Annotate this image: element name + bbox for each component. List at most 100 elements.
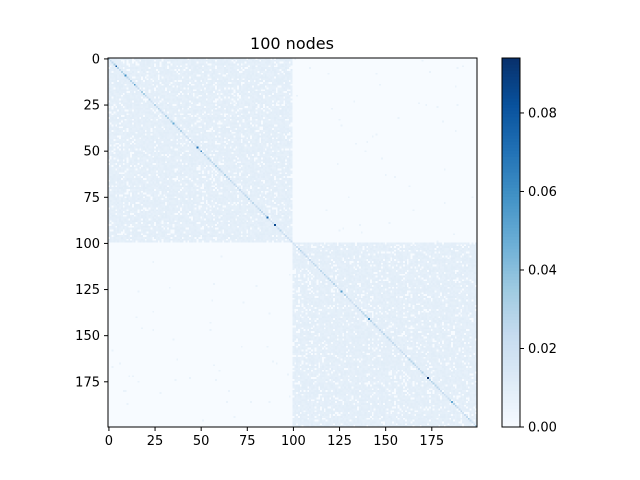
colorbar-segment	[502, 322, 520, 327]
colorbar-segment	[502, 153, 520, 157]
y-tick-label: 50	[83, 145, 100, 160]
x-tick-label: 0	[105, 434, 113, 449]
colorbar-segment	[502, 73, 520, 78]
colorbar-segment	[502, 313, 520, 317]
colorbar-segment	[502, 177, 520, 182]
colorbar-segment	[502, 273, 520, 277]
colorbar-segment	[502, 76, 520, 81]
colorbar-segment	[502, 156, 520, 161]
colorbar-segment	[502, 337, 520, 342]
colorbar-segment	[502, 205, 520, 210]
colorbar-segment	[502, 85, 520, 90]
colorbar-tick-label: 0.00	[528, 421, 557, 436]
x-tick-label: 25	[147, 434, 164, 449]
colorbar-segment	[502, 396, 520, 400]
x-tick-label: 50	[193, 434, 210, 449]
colorbar-segment	[502, 414, 520, 419]
colorbar-segment	[502, 187, 520, 191]
colorbar-segment	[502, 402, 520, 407]
colorbar-segment	[502, 371, 520, 376]
x-tick-label: 100	[281, 434, 306, 449]
colorbar-segment	[502, 365, 520, 370]
colorbar-segment	[502, 165, 520, 170]
colorbar-segment	[502, 411, 520, 416]
colorbar-segment	[502, 150, 520, 154]
colorbar-segment	[502, 408, 520, 413]
y-tick-label: 125	[75, 283, 100, 298]
colorbar-segment	[502, 347, 520, 351]
colorbar-segment	[502, 368, 520, 373]
chart-title: 100 nodes	[250, 34, 334, 53]
colorbar-segment	[502, 353, 520, 357]
colorbar-segment	[502, 377, 520, 382]
colorbar-frame	[501, 57, 521, 428]
colorbar-segment	[502, 282, 520, 287]
colorbar-segment	[502, 61, 520, 65]
colorbar-segment	[502, 279, 520, 284]
colorbar-segment	[502, 230, 520, 234]
colorbar-segment	[502, 131, 520, 136]
colorbar-segment	[502, 325, 520, 330]
colorbar-segment	[502, 393, 520, 397]
colorbar-tick-label: 0.04	[528, 263, 557, 278]
colorbar-segment	[502, 288, 520, 293]
y-tick-label: 100	[75, 237, 100, 252]
colorbar-segment	[502, 334, 520, 339]
colorbar-segment	[502, 58, 520, 62]
colorbar-segment	[502, 134, 520, 139]
colorbar-segment	[502, 294, 520, 299]
colorbar-segment	[502, 340, 520, 345]
colorbar-segment	[502, 107, 520, 111]
colorbar-segment	[502, 307, 520, 311]
colorbar-segment	[502, 316, 520, 320]
colorbar-segment	[502, 331, 520, 336]
colorbar-segment	[502, 94, 520, 99]
colorbar-segment	[502, 260, 520, 265]
y-axis: 0 25 50 75 100 125 150 175	[75, 52, 108, 390]
colorbar-segment	[502, 110, 520, 114]
colorbar-segment	[502, 193, 520, 197]
heatmap-cells	[108, 58, 477, 427]
x-tick-label: 75	[239, 434, 256, 449]
heatmap-image	[108, 58, 477, 427]
colorbar-segment	[502, 104, 520, 108]
colorbar-segment	[502, 383, 520, 388]
x-tick-label: 150	[373, 434, 398, 449]
colorbar-segment	[502, 125, 520, 130]
colorbar-segment	[502, 380, 520, 385]
colorbar-segment	[502, 214, 520, 219]
colorbar-segment	[502, 97, 520, 102]
colorbar-segment	[502, 304, 520, 308]
colorbar-segment	[502, 168, 520, 173]
colorbar-segment	[502, 91, 520, 96]
colorbar-segment	[502, 119, 520, 124]
colorbar-segment	[502, 233, 520, 237]
colorbar-segment	[502, 190, 520, 194]
colorbar-segment	[502, 264, 520, 268]
colorbar-segment	[502, 174, 520, 179]
colorbar-segment	[502, 257, 520, 262]
colorbar-segment	[502, 196, 520, 201]
colorbar-segment	[502, 291, 520, 296]
colorbar-tick-label: 0.02	[528, 342, 557, 357]
colorbar-segment	[502, 217, 520, 222]
colorbar-segment	[502, 420, 520, 425]
colorbar-segment	[502, 423, 520, 428]
colorbar-segment	[502, 199, 520, 204]
colorbar-segment	[502, 276, 520, 280]
colorbar-segment	[502, 405, 520, 410]
colorbar-segment	[502, 248, 520, 253]
colorbar-tick-label: 0.06	[528, 185, 557, 200]
colorbar-segment	[502, 242, 520, 247]
colorbar-segment	[502, 297, 520, 302]
colorbar: 0.00 0.02 0.04 0.06 0.08	[501, 57, 557, 436]
colorbar-segment	[502, 122, 520, 127]
colorbar-segment	[502, 184, 520, 188]
colorbar-segment	[502, 399, 520, 403]
colorbar-segment	[502, 147, 520, 151]
colorbar-segment	[502, 236, 520, 241]
colorbar-segment	[502, 202, 520, 207]
plot-frame	[107, 57, 478, 428]
colorbar-segment	[502, 362, 520, 367]
